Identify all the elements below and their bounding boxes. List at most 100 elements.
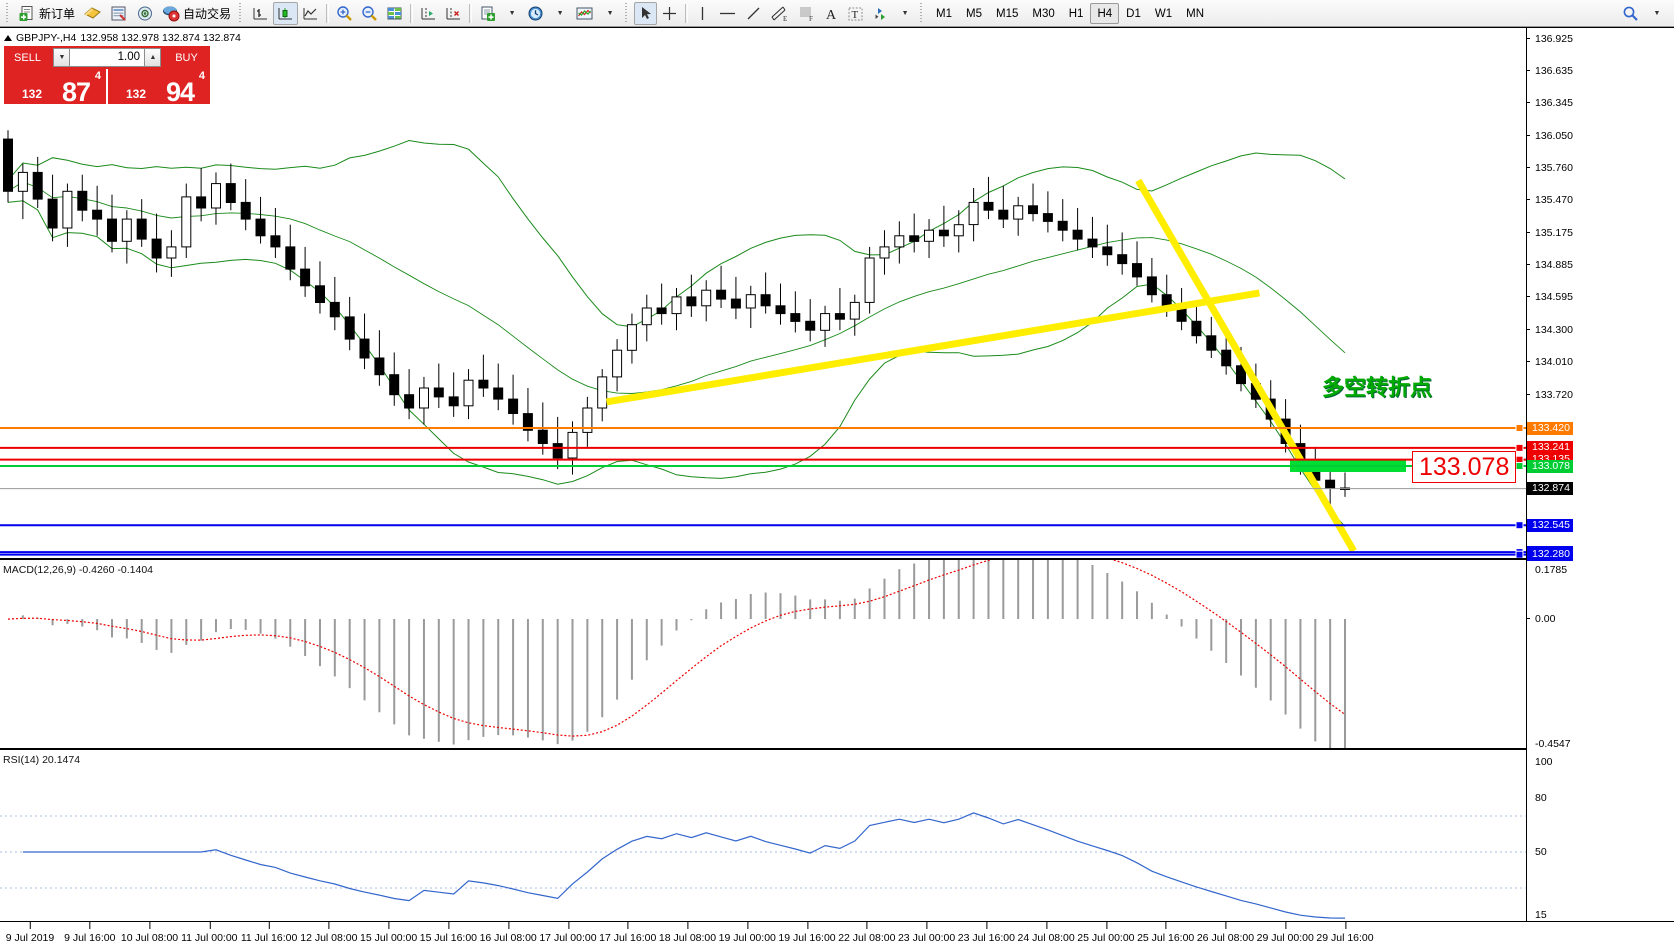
macd-tick-label: 0.1785	[1535, 564, 1568, 576]
indicators-dropdown[interactable]: ▼	[598, 2, 621, 25]
buy-price-prefix: 132	[126, 87, 147, 101]
time-tick: 11 Jul 00:00	[181, 922, 238, 944]
fibonacci-icon-button[interactable]: F	[793, 2, 820, 25]
symbol-name: GBPJPY-,H4	[16, 32, 77, 44]
time-tick: 9 Jul 2019	[6, 922, 54, 944]
data-window-button[interactable]	[106, 2, 132, 25]
rsi-pane[interactable]	[0, 750, 1526, 921]
price-level-position-line[interactable]: 133.078	[1527, 459, 1573, 473]
vertical-line-icon-button[interactable]	[691, 2, 714, 25]
svg-text:E: E	[783, 15, 787, 22]
toolbar-grip[interactable]	[5, 3, 12, 23]
auto-scroll-icon-button[interactable]	[441, 2, 466, 25]
time-tick-label: 26 Jul 08:00	[1196, 932, 1255, 944]
time-tick-label: 24 Jul 08:00	[1017, 932, 1075, 944]
text-label-icon-button[interactable]: T	[843, 2, 868, 25]
volume-dropdown-icon[interactable]: ▼	[53, 48, 70, 67]
price-pane[interactable]	[0, 28, 1526, 558]
price-level-order-line[interactable]: 133.241	[1527, 441, 1573, 455]
timeframe-d1[interactable]: D1	[1126, 7, 1141, 20]
collapse-triangle-icon[interactable]	[4, 35, 12, 41]
bar-chart-icon-button[interactable]	[248, 2, 273, 25]
timeframe-h1[interactable]: H1	[1068, 7, 1084, 20]
autotrading-button[interactable]: 自动交易	[158, 2, 235, 25]
horizontal-line-icon-button[interactable]	[714, 2, 741, 25]
equidistant-channel-icon-button[interactable]: E	[766, 2, 793, 25]
buy-price-block[interactable]: 132 94 4	[108, 69, 210, 107]
toolbar-grip-3[interactable]	[624, 3, 632, 23]
macd-pane[interactable]	[0, 560, 1526, 748]
price-tick-label: 134.885	[1535, 259, 1573, 272]
price-axis[interactable]: 136.925 136.635 136.345 136.050 135.760 135.4…	[1526, 28, 1674, 921]
candlestick-chart-icon-button[interactable]	[273, 1, 299, 25]
time-tick: 16 Jul 08:00	[480, 922, 537, 944]
navigator-button[interactable]	[132, 2, 158, 25]
sell-button[interactable]: SELL	[4, 46, 51, 69]
trendline-icon-button[interactable]	[741, 2, 766, 25]
time-tick-label: 17 Jul 16:00	[599, 932, 657, 944]
price-level-take-profit-line[interactable]: 133.420	[1527, 421, 1573, 435]
crosshair-icon-button[interactable]	[657, 2, 682, 25]
pane-divider-2[interactable]	[0, 748, 1674, 750]
macd-chart-svg	[7, 560, 1346, 748]
templates-icon-button[interactable]	[475, 2, 500, 25]
time-tick: 26 Jul 08:00	[1197, 922, 1254, 944]
rsi-tick-label: 100	[1535, 756, 1553, 768]
time-tick-label: 9 Jul 16:00	[64, 932, 116, 944]
sell-price-block[interactable]: 132 87 4	[4, 69, 106, 107]
period-dropdown[interactable]: ▼	[548, 2, 571, 25]
cursor-icon-button[interactable]	[634, 1, 658, 25]
time-tick-label: 11 Jul 00:00	[181, 932, 238, 944]
one-click-trading-panel[interactable]: SELL ▼ 1.00 ▲ BUY 132 87 4 132 94 4	[4, 46, 210, 107]
buy-button[interactable]: BUY	[163, 46, 210, 69]
chart-grid-icon-button[interactable]	[382, 2, 407, 25]
period-icon-button[interactable]	[523, 2, 548, 25]
toolbar-grip-2[interactable]	[238, 3, 246, 23]
zoom-in-icon-button[interactable]	[332, 2, 357, 25]
text-icon-button[interactable]: A	[820, 2, 843, 25]
chart-shift-icon-button[interactable]	[416, 2, 441, 25]
volume-increase-icon[interactable]: ▲	[144, 48, 161, 67]
macd-tick-label: 0.00	[1535, 613, 1556, 626]
price-level-stop-loss-line[interactable]: 132.280	[1527, 548, 1573, 562]
price-tick-label: 136.345	[1535, 97, 1573, 109]
zoom-out-icon-button[interactable]	[357, 2, 382, 25]
time-tick-label: 11 Jul 16:00	[240, 932, 298, 944]
pane-divider-1[interactable]	[0, 558, 1674, 560]
timeframe-h4[interactable]: H4	[1090, 2, 1120, 24]
shapes-icon-button[interactable]	[868, 2, 893, 25]
indicators-icon-button[interactable]	[571, 2, 598, 25]
symbol-ohlc: 132.958 132.978 132.874 132.874	[80, 32, 241, 44]
timeframe-w1[interactable]: W1	[1154, 7, 1173, 20]
chart-canvas[interactable]: MACD(12,26,9) -0.4260 -0.1404 RSI(14) 20…	[0, 27, 1674, 947]
price-level-bid-line[interactable]: 132.874	[1527, 482, 1573, 496]
toolbar-separator-1	[326, 3, 330, 23]
time-axis[interactable]: 9 Jul 2019 9 Jul 16:00 10 Jul 08:00 11 Jul …	[0, 921, 1674, 947]
timeframe-m1[interactable]: M1	[936, 7, 953, 20]
new-order-button[interactable]: 新订单	[15, 2, 79, 25]
symbol-header: GBPJPY-,H4 132.958 132.978 132.874 132.8…	[4, 32, 241, 44]
toolbar-grip-4[interactable]	[919, 3, 927, 23]
price-tick: 135.470	[1526, 194, 1674, 206]
price-level-stop-loss-line[interactable]: 132.545	[1527, 518, 1573, 532]
templates-dropdown[interactable]: ▼	[500, 2, 523, 25]
time-tick-label: 29 Jul 00:00	[1256, 932, 1314, 944]
toolbar-overflow-button[interactable]: ▼	[1645, 2, 1668, 25]
volume-stepper[interactable]: ▼ 1.00 ▲	[51, 46, 163, 69]
volume-input[interactable]: 1.00	[70, 48, 144, 67]
time-tick-label: 23 Jul 16:00	[957, 932, 1015, 944]
timeframe-m5[interactable]: M5	[966, 7, 982, 20]
shapes-dropdown[interactable]: ▼	[893, 2, 916, 25]
timeframe-m15[interactable]: M15	[996, 7, 1019, 20]
price-tick-label: 134.595	[1535, 291, 1573, 304]
rsi-label: RSI(14) 20.1474	[3, 754, 81, 766]
price-tick-label: 136.635	[1535, 64, 1573, 77]
rsi-chart-svg	[0, 812, 1526, 919]
search-icon-button[interactable]	[1618, 2, 1643, 25]
expert-advisors-button[interactable]	[79, 2, 106, 25]
svg-text:A: A	[826, 8, 837, 22]
time-tick-label: 29 Jul 16:00	[1316, 932, 1374, 944]
timeframe-m30[interactable]: M30	[1032, 7, 1055, 20]
timeframe-mn[interactable]: MN	[1186, 7, 1204, 20]
line-chart-icon-button[interactable]	[298, 2, 323, 25]
